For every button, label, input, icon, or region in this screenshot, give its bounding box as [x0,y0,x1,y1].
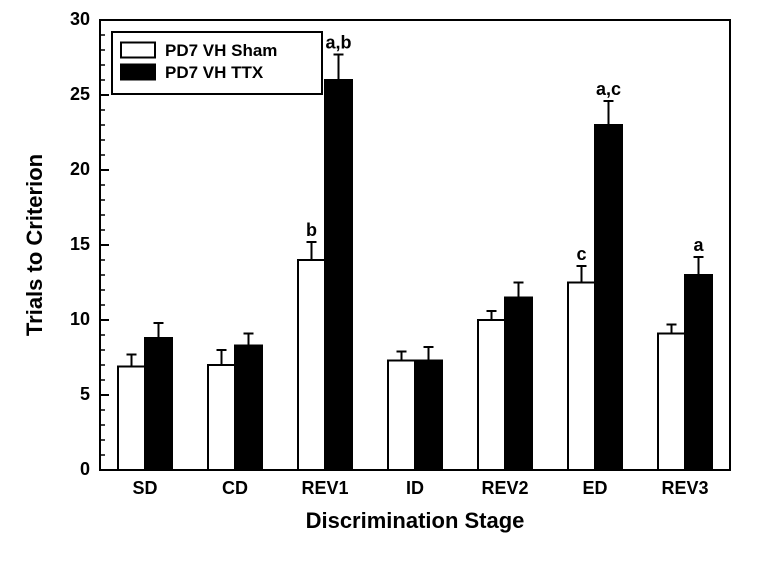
svg-text:SD: SD [132,478,157,498]
bar-annotation: a,b [325,33,351,53]
svg-text:CD: CD [222,478,248,498]
svg-text:15: 15 [70,234,90,254]
svg-text:5: 5 [80,384,90,404]
bar [145,338,172,470]
bar [325,80,352,470]
bar [685,275,712,470]
bar-annotation: a,c [596,79,621,99]
bar [208,365,235,470]
bar [595,125,622,470]
chart-container: 0 5 10 15 20 25 30 SD CD REV1 ID REV2 ED REV3 b a,b c a,c… [0,0,760,566]
legend-label: PD7 VH Sham [165,41,277,60]
bar [505,298,532,471]
legend-swatch [121,43,155,58]
svg-text:10: 10 [70,309,90,329]
bar-annotation: a [693,235,704,255]
svg-text:REV3: REV3 [661,478,708,498]
bar [388,361,415,471]
svg-text:REV2: REV2 [481,478,528,498]
bar-annotation: b [306,220,317,240]
svg-text:30: 30 [70,9,90,29]
legend-swatch [121,65,155,80]
y-axis-label: Trials to Criterion [22,154,47,336]
svg-text:REV1: REV1 [301,478,348,498]
bar [415,361,442,471]
legend-label: PD7 VH TTX [165,63,264,82]
x-axis-label: Discrimination Stage [306,508,525,533]
bar [235,346,262,471]
svg-text:ID: ID [406,478,424,498]
bar [658,334,685,471]
svg-text:0: 0 [80,459,90,479]
svg-text:25: 25 [70,84,90,104]
bar [568,283,595,471]
bar [118,367,145,471]
bar [298,260,325,470]
bar [478,320,505,470]
bar-annotation: c [576,244,586,264]
svg-text:20: 20 [70,159,90,179]
svg-text:ED: ED [582,478,607,498]
